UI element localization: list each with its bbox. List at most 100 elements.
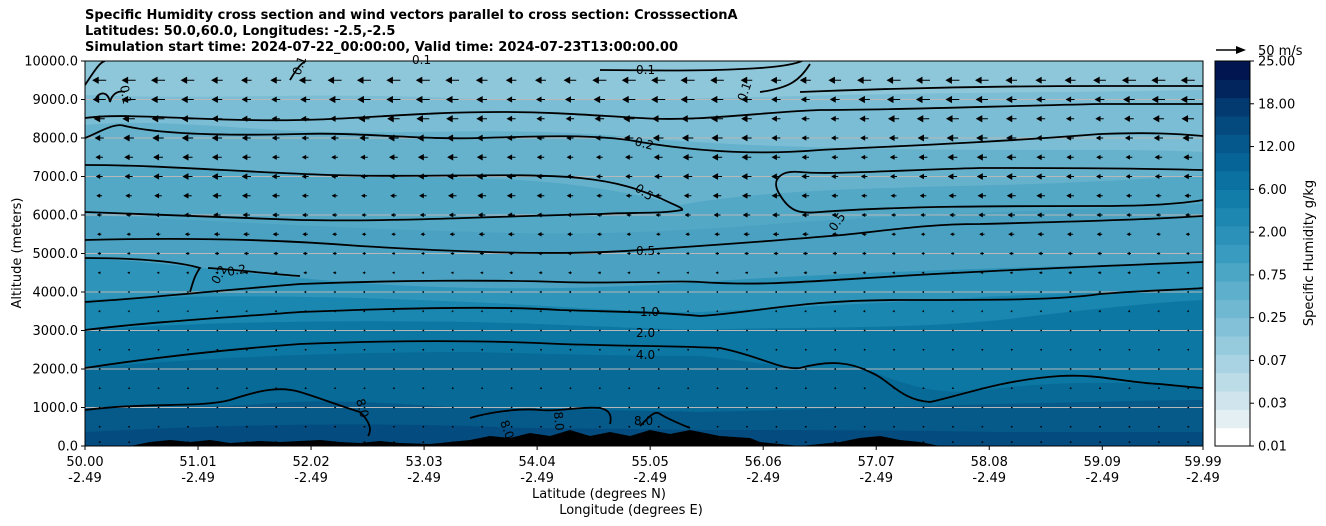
wind-vector: [565, 96, 575, 103]
wind-vector: [774, 310, 777, 313]
wind-vector: [861, 193, 868, 198]
wind-vector: [1128, 441, 1131, 444]
wind-vector: [334, 348, 336, 351]
wind-vector: [451, 441, 454, 444]
wind-vector: [804, 406, 807, 409]
wind-vector: [1069, 348, 1072, 351]
wind-vector: [328, 95, 341, 104]
wind-vector: [1127, 310, 1131, 313]
wind-vector: [451, 425, 454, 428]
wind-vector: [388, 134, 399, 142]
wind-vector: [450, 251, 455, 256]
wind-vector: [393, 441, 395, 444]
wind-vector: [920, 212, 926, 218]
wind-vector: [716, 348, 719, 351]
y-tick-label: 0.0: [57, 440, 78, 455]
wind-vector: [567, 232, 573, 237]
wind-vector: [621, 76, 636, 84]
wind-vector: [392, 271, 395, 275]
wind-vector: [535, 76, 546, 84]
wind-vector: [301, 154, 309, 160]
wind-vector: [922, 406, 925, 409]
colorbar-band: [1215, 61, 1250, 80]
wind-vector: [684, 212, 691, 218]
wind-vector: [123, 134, 134, 142]
x-tick-label-lat: 53.03: [405, 455, 442, 470]
wind-vector: [569, 387, 572, 390]
wind-vector: [861, 232, 867, 237]
contour-label: 0.5: [636, 244, 655, 258]
wind-vector: [863, 406, 866, 409]
contour-line: [85, 340, 1203, 403]
wind-vector: [949, 212, 956, 218]
wind-vector: [597, 271, 602, 275]
wind-vector: [860, 135, 869, 141]
wind-vector: [831, 174, 839, 179]
wind-vector: [241, 134, 251, 142]
x-tick-label-lat: 55.05: [632, 455, 669, 470]
wind-vector: [569, 406, 572, 409]
wind-vector: [1180, 76, 1195, 84]
wind-vector: [831, 154, 839, 160]
quiver-key-arrowhead: [1236, 46, 1246, 54]
wind-vector: [804, 310, 807, 313]
wind-vector: [506, 96, 516, 103]
wind-vector: [863, 425, 866, 428]
wind-vector: [1096, 154, 1103, 160]
wind-vector: [510, 368, 513, 370]
wind-vector: [567, 251, 573, 256]
wind-vector: [300, 96, 311, 103]
contour-line: [289, 61, 307, 81]
contour-label: 8.0: [634, 414, 653, 428]
wind-vector: [801, 173, 810, 180]
wind-vector: [507, 212, 515, 218]
wind-vector: [1040, 348, 1043, 351]
wind-vector: [241, 154, 251, 161]
wind-vector: [216, 425, 219, 428]
wind-vector: [361, 232, 367, 236]
y-tick-label: 9000.0: [33, 93, 79, 108]
wind-vector: [187, 329, 189, 332]
wind-vector: [596, 232, 602, 237]
wind-vector: [127, 271, 130, 275]
wind-vector: [569, 329, 572, 332]
wind-vector: [157, 329, 160, 332]
wind-vector: [1066, 115, 1075, 122]
wind-vector: [1182, 134, 1194, 142]
wind-vector: [1009, 271, 1013, 275]
colorbar-band: [1215, 79, 1250, 99]
wind-vector: [216, 387, 219, 390]
wind-vector: [711, 134, 723, 142]
wind-vector: [624, 134, 634, 142]
wind-vector: [657, 310, 660, 313]
wind-vector: [215, 271, 219, 275]
wind-vector: [540, 406, 542, 409]
colorbar-band: [1215, 336, 1250, 355]
wind-vector: [298, 76, 312, 84]
wind-vector: [833, 310, 836, 313]
wind-vector: [981, 441, 984, 444]
wind-vector: [1096, 232, 1103, 237]
wind-vector: [1128, 368, 1131, 370]
wind-vector: [595, 135, 604, 141]
wind-vector: [1068, 290, 1072, 294]
wind-vector: [863, 290, 866, 294]
wind-vector: [598, 387, 601, 390]
wind-vector: [187, 425, 189, 428]
wind-vector: [774, 271, 778, 275]
wind-vector: [393, 425, 395, 428]
title-line: Simulation start time: 2024-07-22_00:00:…: [85, 40, 678, 55]
wind-vector: [714, 232, 720, 237]
x-tick-label-lon: -2.49: [520, 471, 554, 486]
contour-label: 0.1: [290, 54, 310, 77]
wind-vector: [746, 348, 748, 351]
colorbar-label: Specific Humidity g/kg: [1302, 180, 1317, 326]
wind-vector: [510, 348, 513, 351]
wind-vector: [241, 76, 252, 84]
wind-vector: [685, 232, 690, 237]
wind-vector: [98, 310, 101, 313]
wind-vector: [975, 115, 988, 123]
wind-vector: [415, 76, 430, 84]
wind-vector: [1097, 251, 1102, 256]
